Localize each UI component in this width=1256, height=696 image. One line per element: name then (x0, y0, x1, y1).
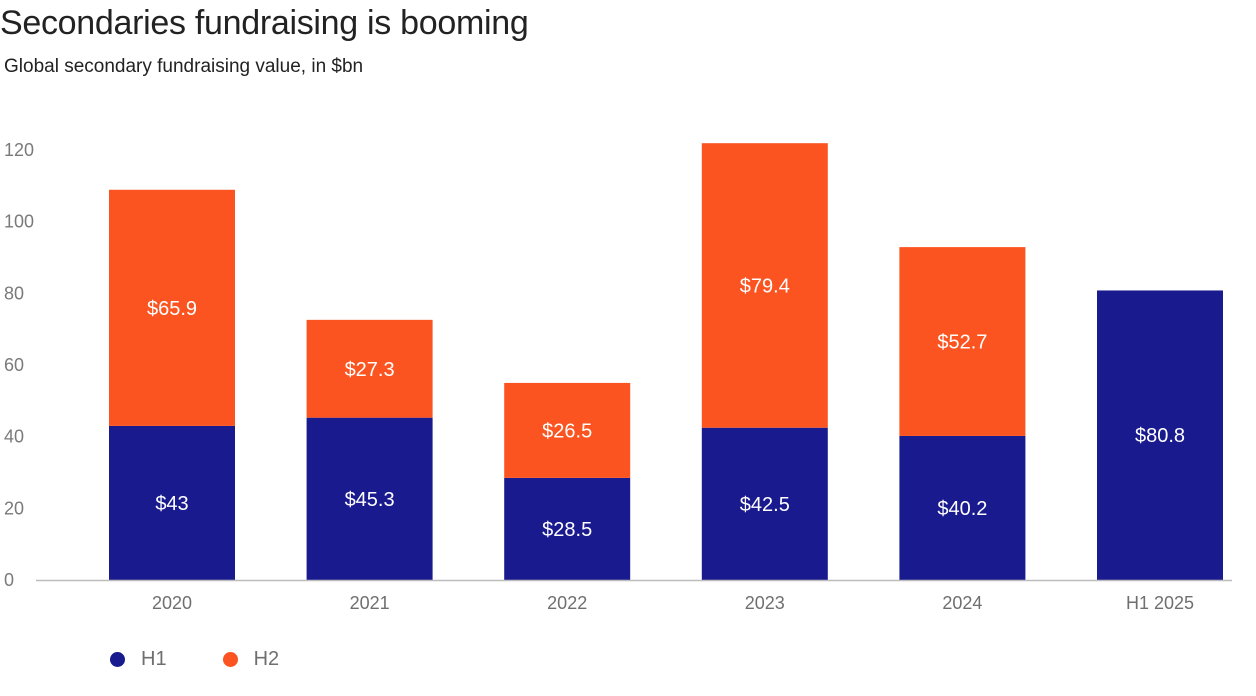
bar-value-label: $40.2 (937, 498, 987, 520)
x-tick-label: H1 2025 (1126, 593, 1194, 613)
bar-h2-2021 (306, 319, 433, 418)
y-tick-label: 20 (4, 498, 24, 518)
x-tick-label: 2023 (745, 593, 785, 613)
bar-h2-2022 (504, 382, 631, 478)
x-tick-label: 2024 (942, 593, 982, 613)
x-tick-label: 2020 (152, 593, 192, 613)
bar-h1-2020 (109, 425, 235, 580)
legend-swatch-h2 (222, 652, 238, 667)
bar-value-label: $45.3 (345, 489, 395, 511)
x-tick-label: 2021 (350, 593, 390, 613)
bar-value-label: $65.9 (147, 298, 197, 320)
legend-label-h2: H2 (253, 648, 280, 670)
legend-item-h1: H1 (110, 648, 167, 671)
bar-value-label: $27.3 (345, 359, 395, 381)
bar-value-label: $26.5 (542, 420, 592, 442)
y-tick-label: 0 (4, 570, 14, 590)
chart-title: Secondaries fundraising is booming (0, 4, 529, 42)
bar-h1-h1-2025 (1097, 290, 1223, 580)
bar-h2-2020 (109, 189, 235, 426)
x-tick-label: 2022 (547, 593, 587, 613)
y-tick-label: 120 (4, 140, 34, 160)
bar-value-label: $79.4 (740, 275, 790, 297)
y-tick-label: 60 (4, 355, 24, 375)
bar-h1-2022 (504, 477, 631, 580)
legend-label-h1: H1 (141, 648, 167, 670)
y-tick-label: 80 (4, 283, 24, 303)
chart-subtitle: Global secondary fundraising value, in $… (4, 56, 364, 77)
bar-value-label: $42.5 (740, 494, 790, 516)
y-tick-label: 100 (4, 212, 34, 232)
bar-value-label: $80.8 (1135, 425, 1185, 447)
bar-value-label: $43 (155, 493, 188, 515)
legend-item-h2: H2 (222, 648, 280, 671)
bar-h2-2023 (701, 143, 828, 428)
bar-h2-2024 (899, 247, 1026, 436)
bar-h1-2023 (701, 427, 828, 580)
bar-h1-2021 (306, 417, 433, 580)
bar-value-label: $28.5 (542, 519, 592, 541)
legend: H1 H2 (110, 648, 335, 671)
y-tick-label: 40 (4, 427, 24, 447)
legend-swatch-h1 (110, 652, 125, 667)
bar-h1-2024 (899, 435, 1026, 580)
bar-value-label: $52.7 (937, 332, 987, 354)
